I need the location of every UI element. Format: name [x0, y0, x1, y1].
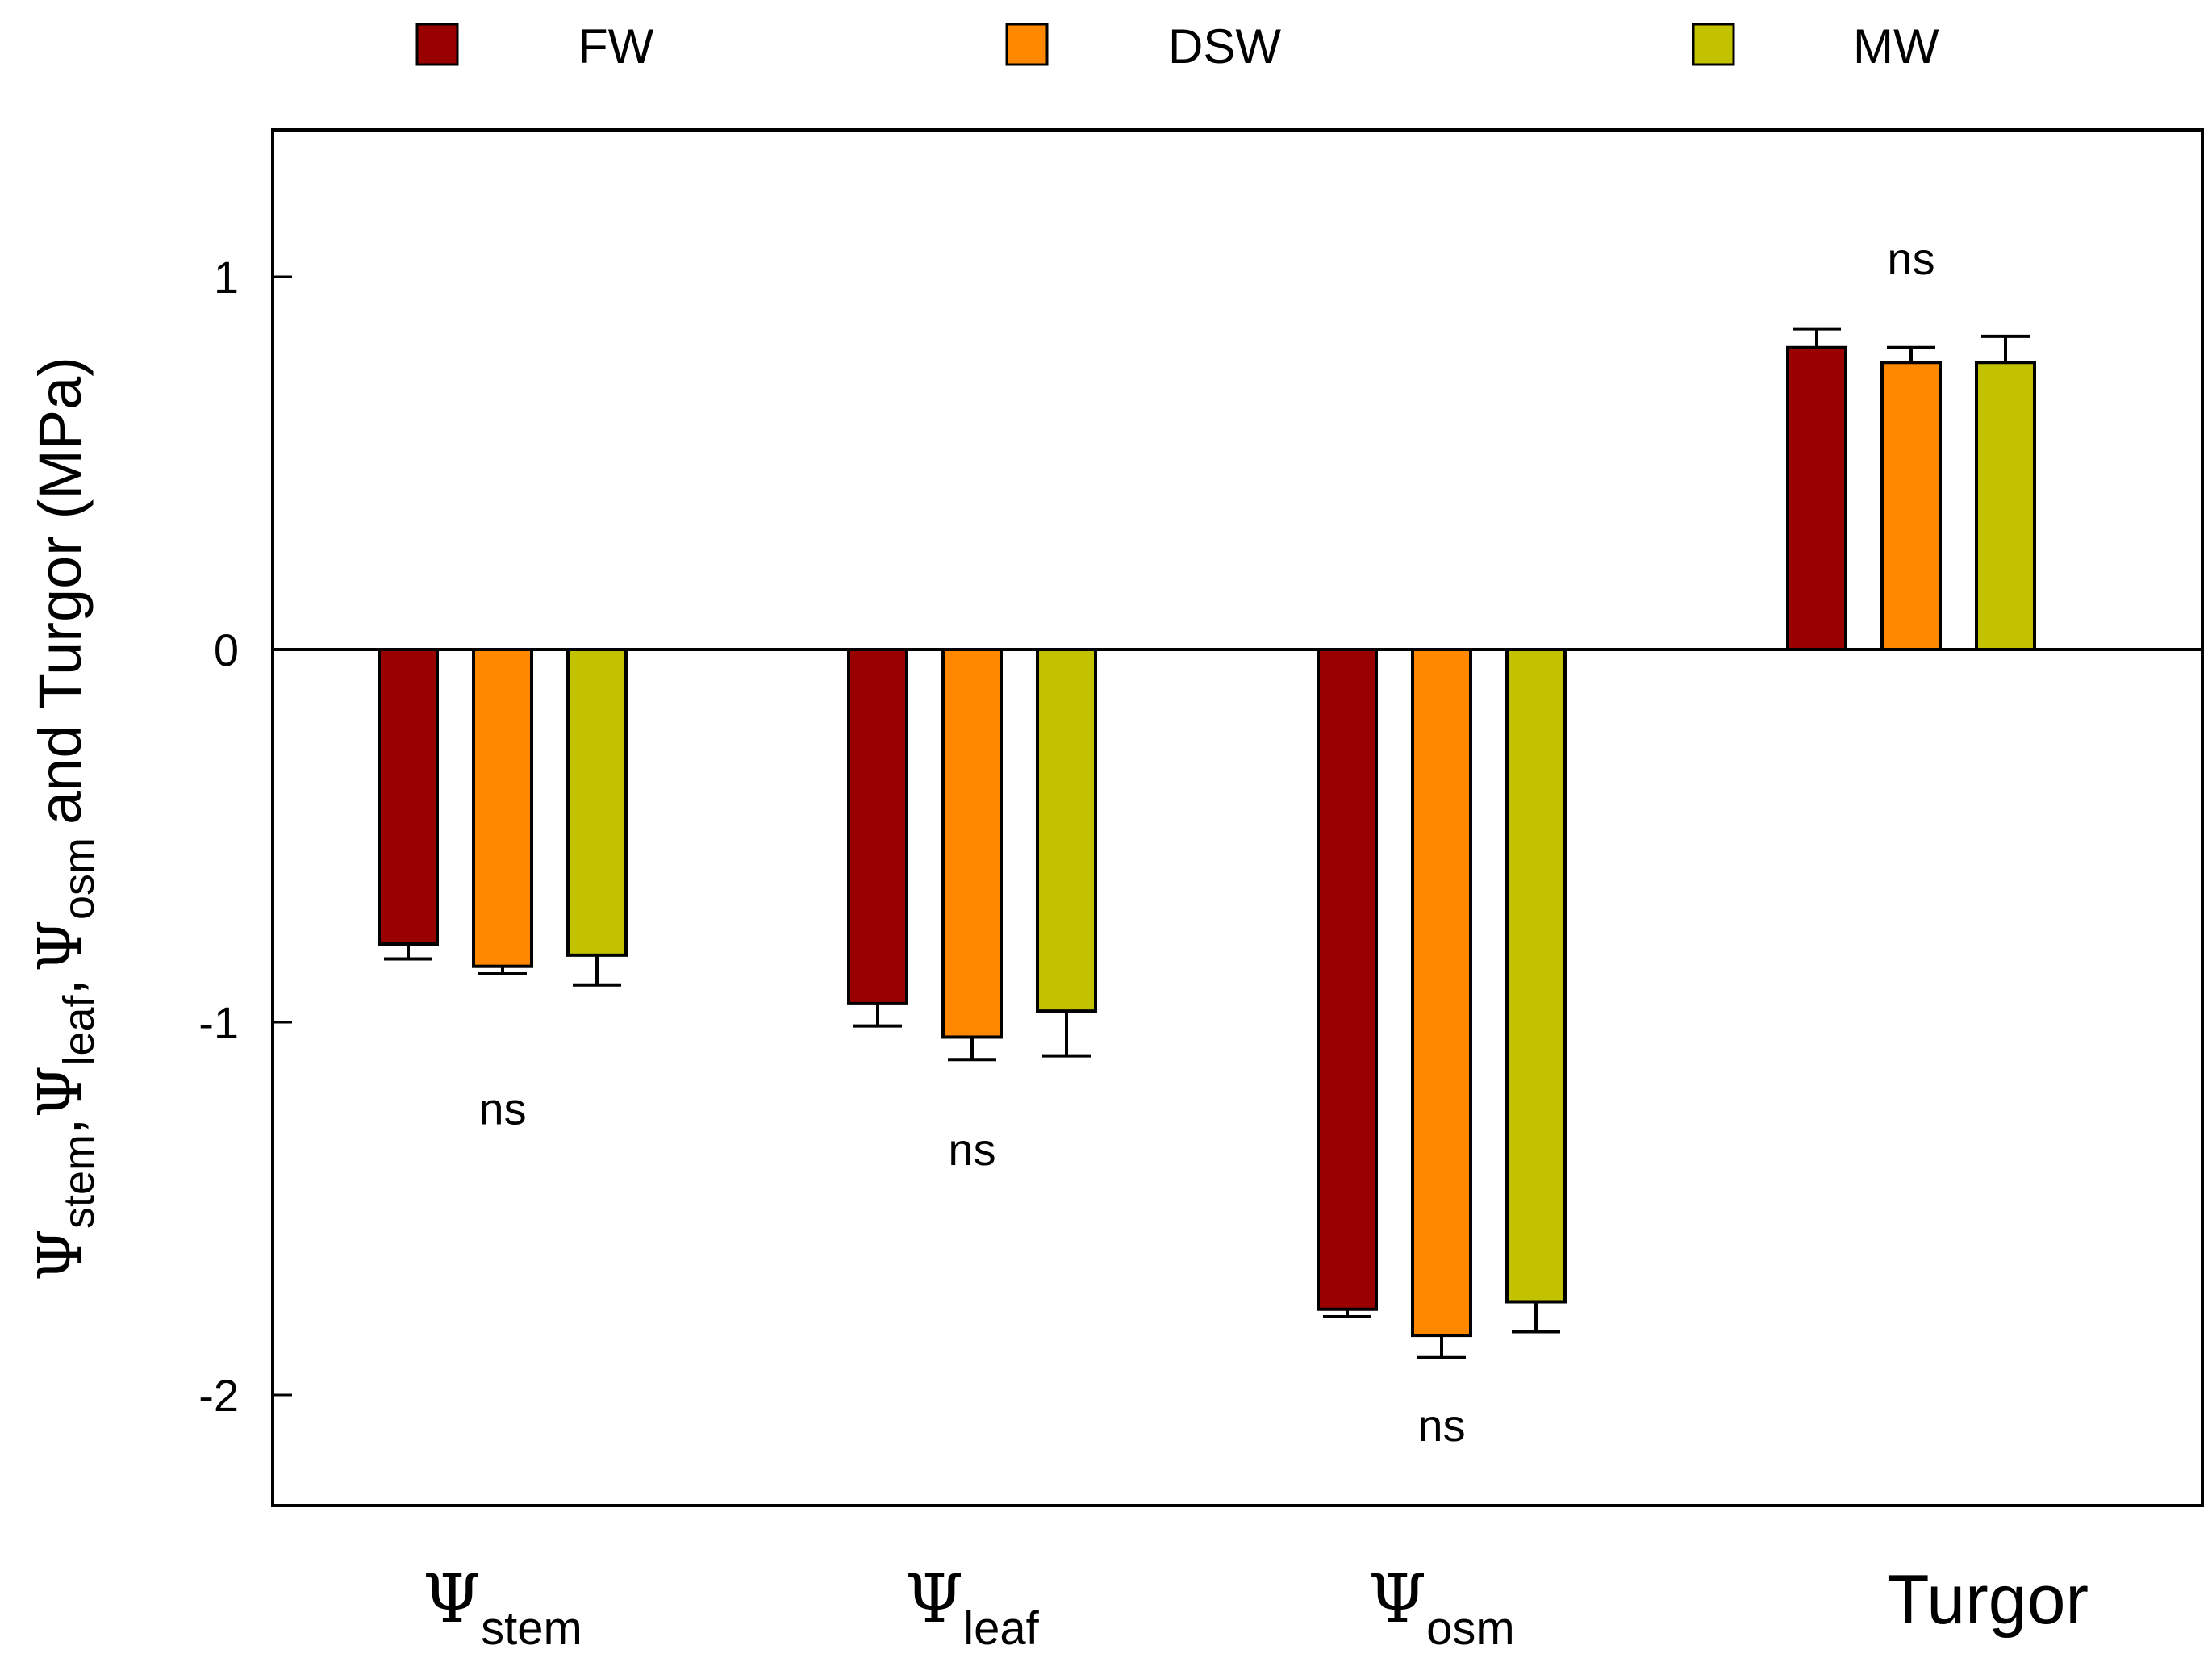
y-title-psi-leaf: Ψ [26, 1066, 95, 1118]
y-tick-label: -1 [198, 997, 239, 1048]
bar-dsw-2 [1411, 648, 1472, 1338]
legend-swatch-dsw [1005, 23, 1049, 66]
y-title-tail: and Turgor (MPa) [27, 357, 94, 825]
bar-dsw-1 [941, 648, 1003, 1039]
bar-mw-2 [1505, 648, 1567, 1304]
bar-mw-0 [566, 648, 628, 957]
annotations: ns ns ns ns [478, 233, 1934, 1451]
x-label-1: Ψleaf [905, 1561, 1039, 1655]
x-label-sub: leaf [963, 1602, 1039, 1655]
bar-mw-3 [1975, 361, 2036, 651]
y-title-psi-stem: Ψ [26, 1229, 95, 1281]
bar-fw-2 [1317, 648, 1378, 1311]
error-bars [384, 327, 2030, 1359]
annotation-ns-0: ns [478, 1083, 526, 1134]
x-label-psi: Ψ [1368, 1561, 1426, 1638]
x-axis-labels: Ψstem Ψleaf Ψosm Turgor [423, 1561, 2089, 1655]
bars [378, 345, 2036, 1338]
bar-fw-3 [1786, 345, 1847, 651]
y-title-sub-stem: stem [55, 1134, 103, 1229]
y-title-psi-osm: Ψ [26, 920, 95, 972]
y-title-sub-osm: osm [55, 837, 103, 920]
x-label-0: Ψstem [423, 1561, 582, 1655]
legend-label-fw: FW [578, 19, 654, 73]
plot-frame [271, 128, 2204, 1507]
x-label-sub: stem [481, 1602, 582, 1655]
y-title-comma-1: , [27, 1117, 94, 1134]
x-label-psi: Ψ [423, 1561, 481, 1638]
x-label-2: Ψosm [1368, 1561, 1515, 1655]
bar-mw-1 [1036, 648, 1097, 1013]
legend: FW DSW MW [415, 19, 1939, 73]
annotation-ns-2: ns [1417, 1400, 1465, 1451]
y-tick-label: 0 [214, 624, 239, 675]
bar-fw-0 [378, 648, 439, 946]
annotation-ns-3: ns [1887, 233, 1934, 284]
y-axis: 1 0 -1 -2 [198, 252, 292, 1421]
legend-label-mw: MW [1853, 19, 1939, 73]
legend-swatch-mw [1692, 23, 1735, 66]
y-title-comma-2: , [27, 979, 94, 996]
y-axis-title: Ψstem,Ψleaf,Ψosmand Turgor (MPa) [26, 357, 103, 1281]
y-title-sub-leaf: leaf [55, 994, 103, 1065]
x-label-3: Turgor [1887, 1561, 2089, 1639]
y-tick-label: -2 [198, 1370, 239, 1421]
x-label-psi: Ψ [905, 1561, 963, 1638]
annotation-ns-1: ns [948, 1124, 995, 1175]
legend-swatch-fw [415, 23, 459, 66]
bar-fw-1 [847, 648, 908, 1005]
x-label-sub: osm [1426, 1602, 1515, 1655]
x-label-turgor: Turgor [1887, 1561, 2089, 1639]
legend-label-dsw: DSW [1168, 19, 1281, 73]
y-tick-label: 1 [214, 252, 239, 303]
bar-dsw-3 [1880, 361, 1942, 651]
bar-dsw-0 [472, 648, 533, 968]
